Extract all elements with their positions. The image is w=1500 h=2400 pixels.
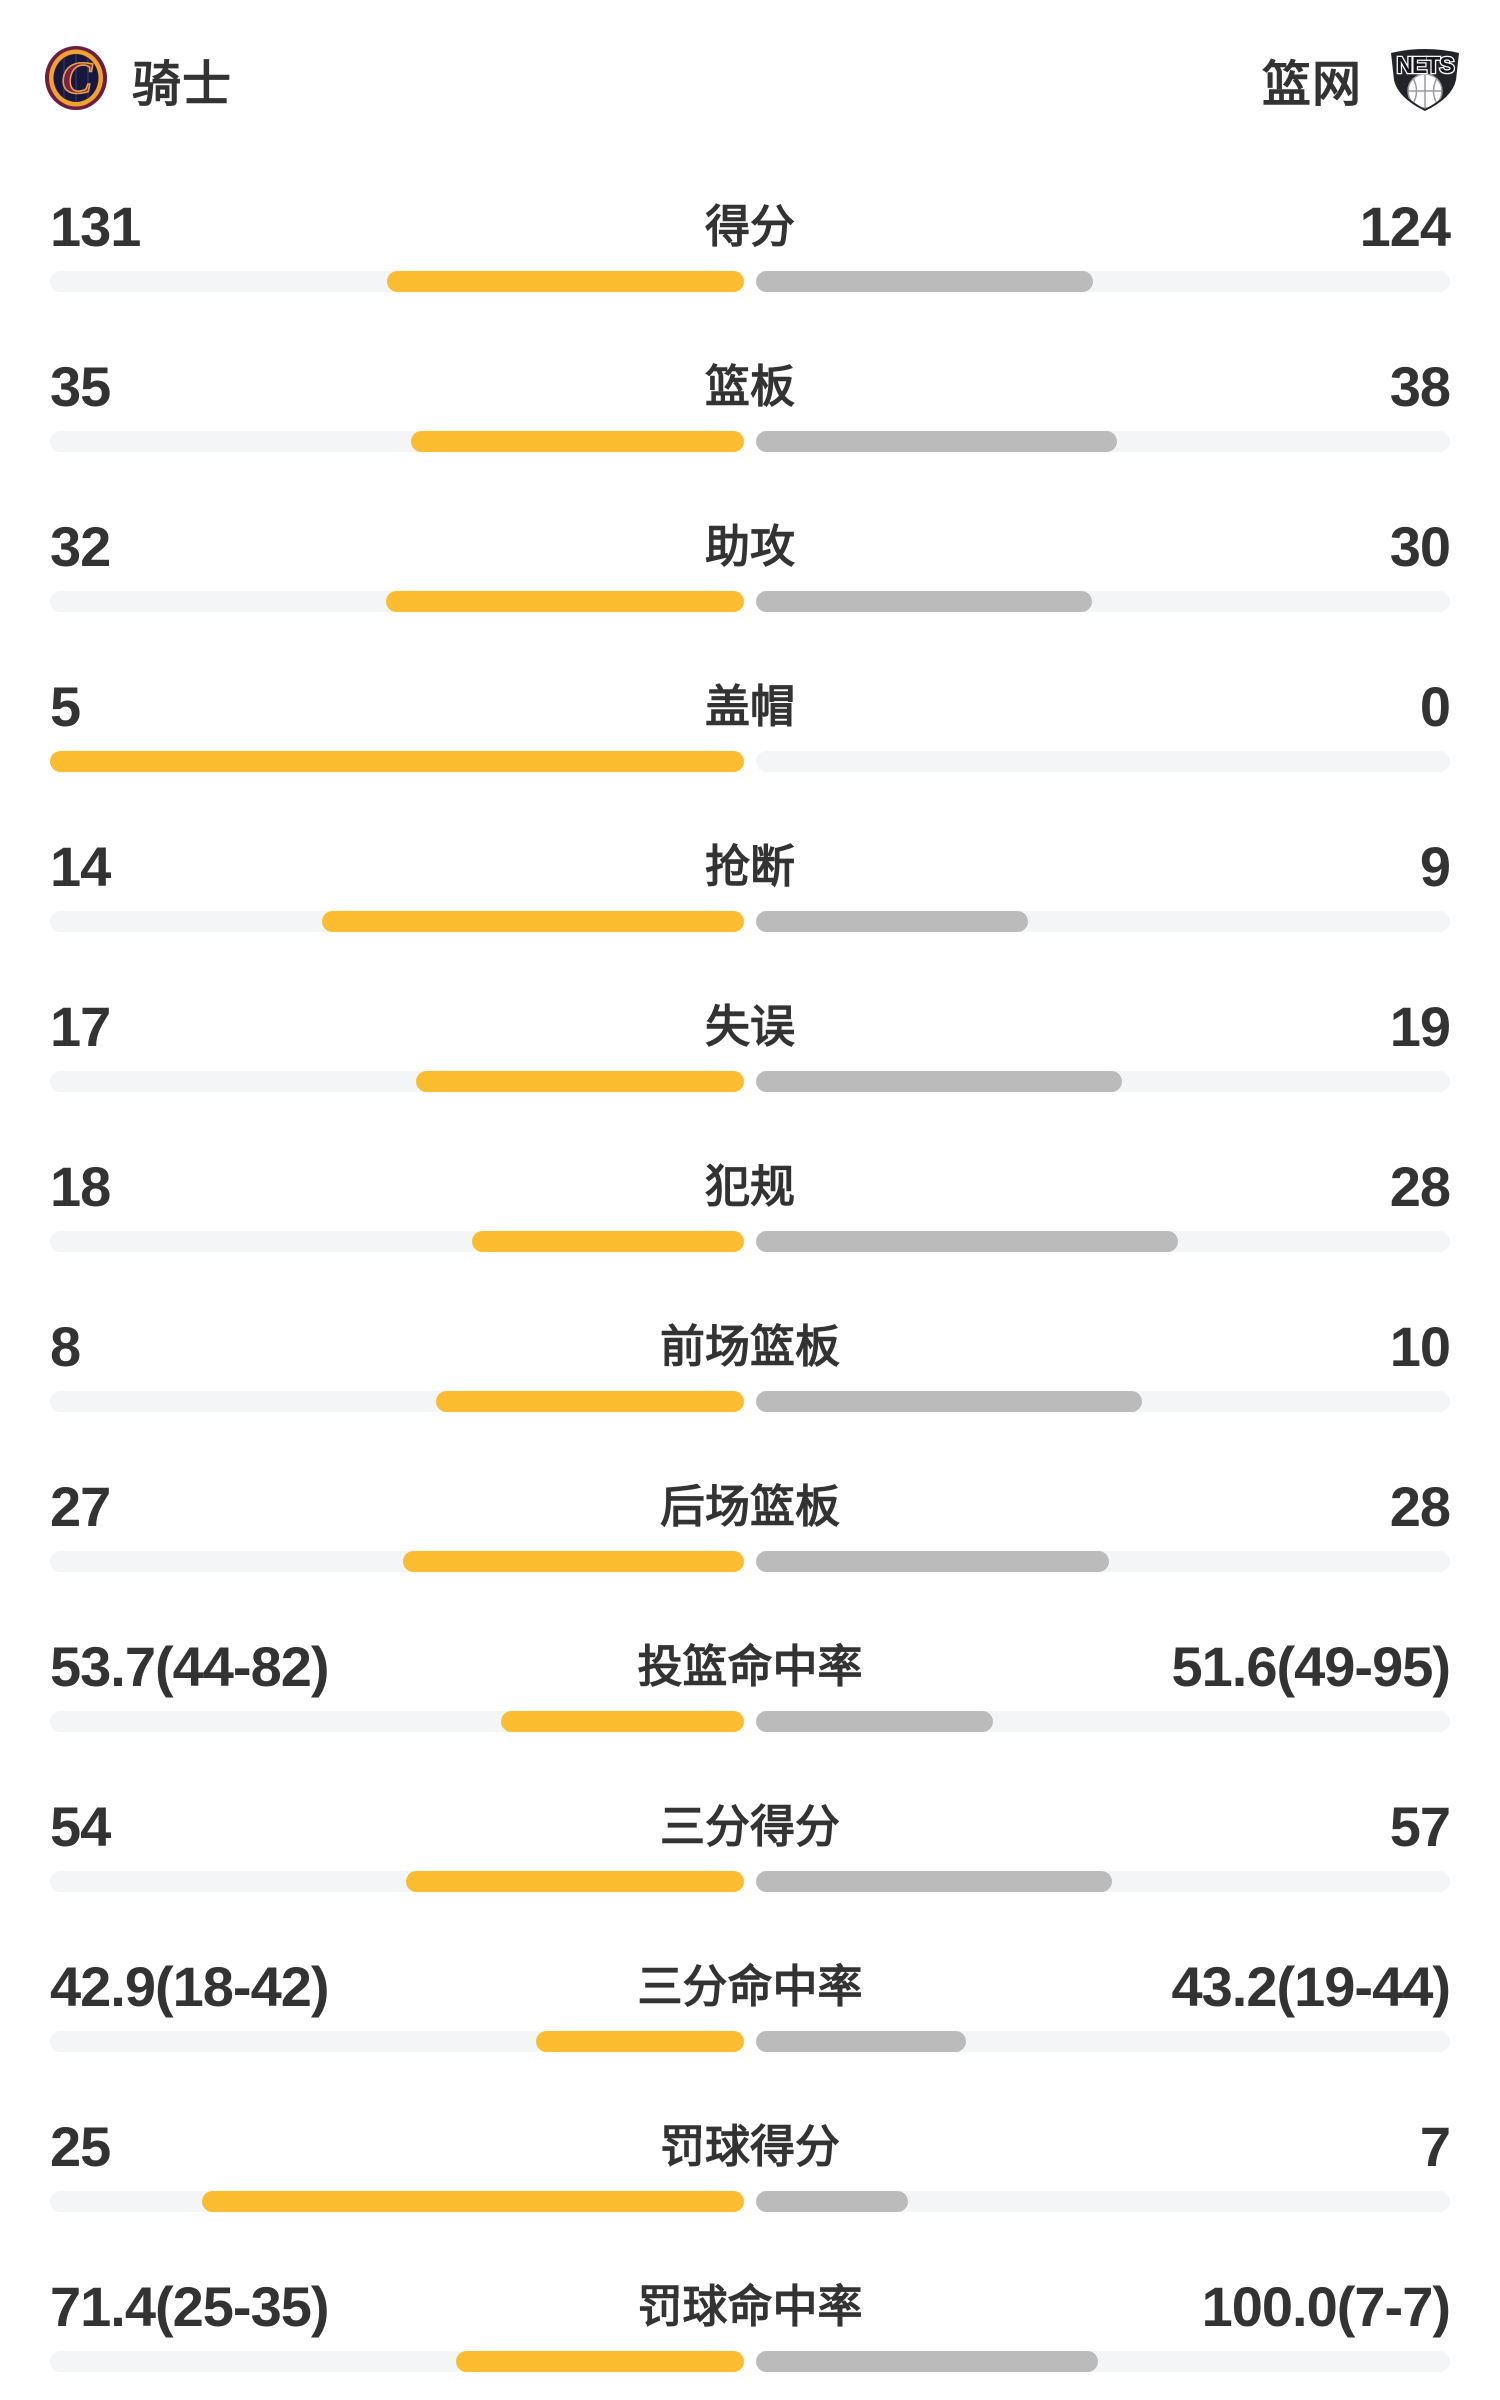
nets-logo-icon: NETS [1386, 44, 1464, 117]
svg-text:C: C [62, 52, 94, 103]
left-value: 35 [50, 355, 111, 418]
right-value: 124 [1359, 195, 1451, 258]
stat-label: 抢断 [704, 841, 795, 892]
left-bar [406, 1871, 744, 1892]
left-bar [501, 1711, 744, 1732]
right-track-bar [756, 751, 1450, 772]
right-value: 7 [1419, 2115, 1451, 2178]
right-value: 10 [1389, 1315, 1451, 1378]
left-value: 32 [50, 515, 111, 578]
right-bar [756, 911, 1028, 932]
stat-row: 14 抢断 9 [0, 790, 1500, 950]
left-value: 8 [50, 1315, 81, 1378]
right-bar [756, 271, 1093, 292]
left-bar [386, 591, 744, 612]
right-bar [756, 2031, 966, 2052]
stat-label: 后场篮板 [659, 1481, 840, 1532]
right-bar [756, 591, 1092, 612]
stat-row: 5 盖帽 0 [0, 630, 1500, 790]
right-bar [756, 1231, 1178, 1252]
left-value: 17 [50, 995, 111, 1058]
left-value: 54 [50, 1795, 111, 1858]
stat-row: 35 篮板 38 [0, 310, 1500, 470]
left-value: 71.4(25-35) [50, 2275, 330, 2338]
stat-row: 27 后场篮板 28 [0, 1430, 1500, 1590]
home-team-header[interactable]: C 骑士 [44, 45, 233, 116]
stat-label: 前场篮板 [659, 1321, 840, 1372]
stat-label: 盖帽 [704, 681, 795, 732]
stat-row: 17 失误 19 [0, 950, 1500, 1110]
home-team-name: 骑士 [132, 57, 233, 112]
svg-text:NETS: NETS [1396, 52, 1454, 78]
right-value: 38 [1389, 355, 1451, 418]
stat-label: 犯规 [704, 1161, 795, 1212]
right-value: 43.2(19-44) [1171, 1955, 1451, 2018]
right-bar [756, 1391, 1142, 1412]
left-bar [50, 751, 744, 772]
right-value: 30 [1389, 515, 1451, 578]
left-bar [202, 2191, 744, 2212]
stat-label: 三分命中率 [637, 1961, 863, 2012]
stat-row: 54 三分得分 57 [0, 1750, 1500, 1910]
stat-row: 53.7(44-82) 投篮命中率 51.6(49-95) [0, 1590, 1500, 1750]
right-bar [756, 1871, 1112, 1892]
right-value: 28 [1389, 1475, 1451, 1538]
left-value: 5 [50, 675, 81, 738]
left-value: 25 [50, 2115, 111, 2178]
stat-label: 助攻 [704, 521, 795, 572]
left-value: 131 [50, 195, 141, 258]
right-bar [756, 431, 1117, 452]
right-track-bar [756, 2191, 1450, 2212]
stat-row: 25 罚球得分 7 [0, 2070, 1500, 2230]
right-bar [756, 1071, 1122, 1092]
stat-label: 罚球命中率 [637, 2281, 863, 2332]
left-value: 27 [50, 1475, 111, 1538]
stat-row: 32 助攻 30 [0, 470, 1500, 630]
left-bar [416, 1071, 744, 1092]
stat-row: 18 犯规 28 [0, 1110, 1500, 1270]
stat-label: 得分 [704, 201, 795, 252]
left-value: 42.9(18-42) [50, 1955, 330, 2018]
stat-row: 71.4(25-35) 罚球命中率 100.0(7-7) [0, 2230, 1500, 2390]
stat-label: 罚球得分 [659, 2121, 840, 2172]
stat-label: 三分得分 [659, 1801, 840, 1852]
right-value: 51.6(49-95) [1171, 1635, 1451, 1698]
stat-label: 投篮命中率 [637, 1641, 863, 1692]
left-bar [387, 271, 744, 292]
left-bar [322, 911, 744, 932]
right-value: 57 [1389, 1795, 1451, 1858]
left-bar [456, 2351, 744, 2372]
stat-row: 42.9(18-42) 三分命中率 43.2(19-44) [0, 1910, 1500, 2070]
left-value: 14 [50, 835, 111, 898]
stat-label: 篮板 [704, 361, 795, 412]
stat-row: 131 得分 124 [0, 150, 1500, 310]
left-bar [536, 2031, 744, 2052]
stat-label: 失误 [704, 1001, 795, 1052]
right-bar [756, 1551, 1109, 1572]
right-value: 28 [1389, 1155, 1451, 1218]
left-bar [411, 431, 744, 452]
right-bar [756, 2351, 1098, 2372]
right-bar [756, 1711, 993, 1732]
left-bar [472, 1231, 744, 1252]
right-value: 19 [1389, 995, 1451, 1058]
left-bar [403, 1551, 744, 1572]
right-value: 9 [1419, 835, 1451, 898]
away-team-name: 篮网 [1261, 57, 1362, 112]
right-value: 0 [1419, 675, 1451, 738]
cavaliers-logo-icon: C [44, 45, 108, 116]
left-value: 53.7(44-82) [50, 1635, 330, 1698]
left-value: 18 [50, 1155, 111, 1218]
right-bar [756, 2191, 908, 2212]
away-team-header[interactable]: NETS 篮网 [1262, 46, 1464, 114]
left-bar [436, 1391, 744, 1412]
stat-row: 8 前场篮板 10 [0, 1270, 1500, 1430]
right-value: 100.0(7-7) [1201, 2275, 1451, 2338]
